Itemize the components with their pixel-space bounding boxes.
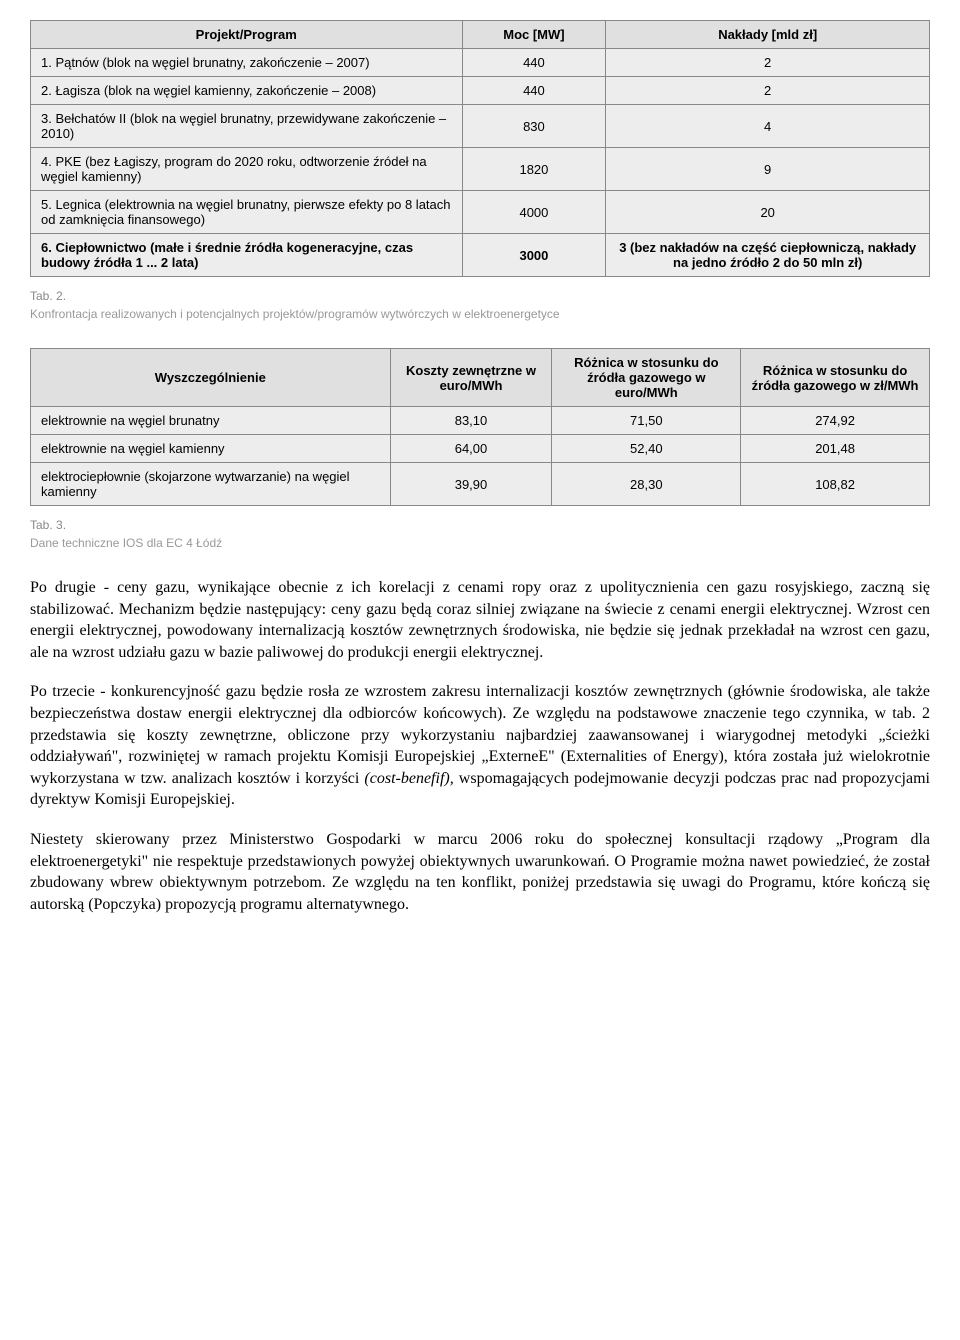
table-row: elektrownie na węgiel kamienny64,0052,40… bbox=[31, 435, 930, 463]
table-caption: Tab. 2. Konfrontacja realizowanych i pot… bbox=[30, 287, 930, 323]
table-header-row: Projekt/Program Moc [MW] Nakłady [mld zł… bbox=[31, 21, 930, 49]
col-header: Projekt/Program bbox=[31, 21, 463, 49]
body-text: Po drugie - ceny gazu, wynikające obecni… bbox=[30, 577, 930, 915]
table-cell: 1. Pątnów (blok na węgiel brunatny, zako… bbox=[31, 49, 463, 77]
col-header: Wyszczególnienie bbox=[31, 349, 391, 407]
table-cell: 4000 bbox=[462, 191, 606, 234]
table-cell: 1820 bbox=[462, 148, 606, 191]
table-cell: 83,10 bbox=[390, 407, 552, 435]
table-cell: 71,50 bbox=[552, 407, 741, 435]
table-cell: 64,00 bbox=[390, 435, 552, 463]
table-row: elektrownie na węgiel brunatny83,1071,50… bbox=[31, 407, 930, 435]
caption-lead: Tab. 2. bbox=[30, 289, 66, 303]
col-header: Koszty zewnętrzne w euro/MWh bbox=[390, 349, 552, 407]
italic-term: (cost-benefif), bbox=[364, 770, 453, 787]
caption-lead: Tab. 3. bbox=[30, 518, 66, 532]
table-cell: 52,40 bbox=[552, 435, 741, 463]
paragraph: Po trzecie - konkurencyjność gazu będzie… bbox=[30, 681, 930, 811]
table-cell: 440 bbox=[462, 77, 606, 105]
table-cell: 201,48 bbox=[741, 435, 930, 463]
table-cell: 28,30 bbox=[552, 463, 741, 506]
projects-table: Projekt/Program Moc [MW] Nakłady [mld zł… bbox=[30, 20, 930, 277]
col-header: Różnica w stosunku do źródła gazowego w … bbox=[552, 349, 741, 407]
table-caption: Tab. 3. Dane techniczne IOS dla EC 4 Łód… bbox=[30, 516, 930, 552]
table-cell: elektrownie na węgiel brunatny bbox=[31, 407, 391, 435]
table-cell: 39,90 bbox=[390, 463, 552, 506]
col-header: Moc [MW] bbox=[462, 21, 606, 49]
col-header: Różnica w stosunku do źródła gazowego w … bbox=[741, 349, 930, 407]
table-cell: 9 bbox=[606, 148, 930, 191]
table-cell: 108,82 bbox=[741, 463, 930, 506]
table-row: 5. Legnica (elektrownia na węgiel brunat… bbox=[31, 191, 930, 234]
table-cell: 4 bbox=[606, 105, 930, 148]
caption-text: Dane techniczne IOS dla EC 4 Łódź bbox=[30, 536, 222, 550]
table-cell: 6. Ciepłownictwo (małe i średnie źródła … bbox=[31, 234, 463, 277]
table-cell: 274,92 bbox=[741, 407, 930, 435]
table-row: 6. Ciepłownictwo (małe i średnie źródła … bbox=[31, 234, 930, 277]
table-row: 4. PKE (bez Łagiszy, program do 2020 rok… bbox=[31, 148, 930, 191]
col-header: Nakłady [mld zł] bbox=[606, 21, 930, 49]
table-header-row: Wyszczególnienie Koszty zewnętrzne w eur… bbox=[31, 349, 930, 407]
table-cell: elektrownie na węgiel kamienny bbox=[31, 435, 391, 463]
table-cell: 5. Legnica (elektrownia na węgiel brunat… bbox=[31, 191, 463, 234]
table-cell: 20 bbox=[606, 191, 930, 234]
table-row: 1. Pątnów (blok na węgiel brunatny, zako… bbox=[31, 49, 930, 77]
table-cell: 2 bbox=[606, 77, 930, 105]
paragraph: Niestety skierowany przez Ministerstwo G… bbox=[30, 829, 930, 915]
table-row: 3. Bełchatów II (blok na węgiel brunatny… bbox=[31, 105, 930, 148]
table-row: elektrociepłownie (skojarzone wytwarzani… bbox=[31, 463, 930, 506]
table-cell: 2. Łagisza (blok na węgiel kamienny, zak… bbox=[31, 77, 463, 105]
caption-text: Konfrontacja realizowanych i potencjalny… bbox=[30, 307, 560, 321]
table-cell: 2 bbox=[606, 49, 930, 77]
table-cell: 830 bbox=[462, 105, 606, 148]
table-cell: 3 (bez nakładów na część ciepłowniczą, n… bbox=[606, 234, 930, 277]
paragraph: Po drugie - ceny gazu, wynikające obecni… bbox=[30, 577, 930, 663]
costs-table: Wyszczególnienie Koszty zewnętrzne w eur… bbox=[30, 348, 930, 506]
table-cell: 3. Bełchatów II (blok na węgiel brunatny… bbox=[31, 105, 463, 148]
table-row: 2. Łagisza (blok na węgiel kamienny, zak… bbox=[31, 77, 930, 105]
table-cell: elektrociepłownie (skojarzone wytwarzani… bbox=[31, 463, 391, 506]
table-cell: 440 bbox=[462, 49, 606, 77]
table-cell: 3000 bbox=[462, 234, 606, 277]
table-cell: 4. PKE (bez Łagiszy, program do 2020 rok… bbox=[31, 148, 463, 191]
